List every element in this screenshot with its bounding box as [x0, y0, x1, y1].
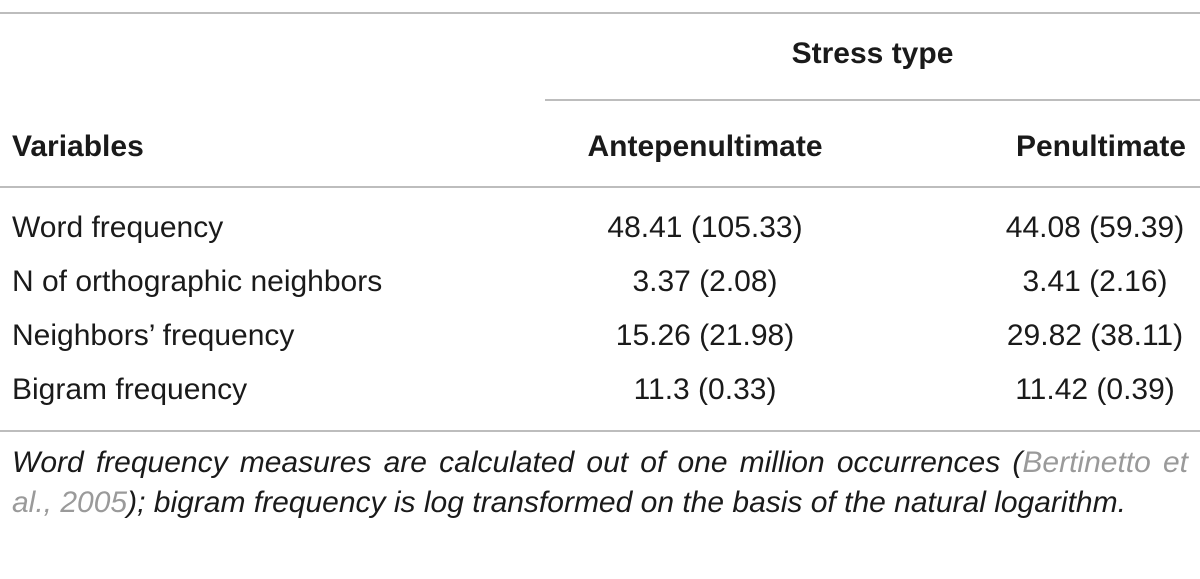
footnote-text-before: Word frequency measures are calculated o… — [12, 446, 1023, 479]
row-penultimate-value: 11.42 (0.39) — [1015, 373, 1175, 406]
group-header-rule — [545, 99, 1200, 101]
row-antepenultimate-value: 15.26 (21.98) — [615, 319, 795, 352]
footnote-text-after: ); bigram frequency is log transformed o… — [127, 486, 1126, 519]
row-penultimate-value: 29.82 (38.11) — [1006, 319, 1184, 352]
column-header-penultimate: Penultimate — [1015, 130, 1186, 163]
column-header-antepenultimate: Antepenultimate — [587, 130, 823, 163]
table-row: N of orthographic neighbors 3.37 (2.08) … — [0, 264, 1200, 318]
row-variable: N of orthographic neighbors — [12, 265, 383, 298]
footnote-citation-link[interactable]: Bertinetto et al., 2005 — [12, 446, 1188, 519]
row-variable: Word frequency — [12, 211, 224, 244]
row-antepenultimate-value: 11.3 (0.33) — [633, 373, 777, 406]
table-footnote: Word frequency measures are calculated o… — [12, 443, 1188, 523]
column-header-variables: Variables — [12, 130, 144, 163]
table-row: Word frequency 48.41 (105.33) 44.08 (59.… — [0, 210, 1200, 264]
row-antepenultimate-value: 48.41 (105.33) — [607, 211, 803, 244]
row-variable: Neighbors’ frequency — [12, 319, 295, 352]
top-rule — [0, 12, 1200, 14]
header-rule — [0, 186, 1200, 188]
table-row: Neighbors’ frequency 15.26 (21.98) 29.82… — [0, 318, 1200, 372]
row-variable: Bigram frequency — [12, 373, 248, 406]
stress-type-group-header: Stress type — [791, 37, 954, 70]
row-penultimate-value: 3.41 (2.16) — [1022, 265, 1168, 298]
table-row: Bigram frequency 11.3 (0.33) 11.42 (0.39… — [0, 372, 1200, 426]
row-penultimate-value: 44.08 (59.39) — [1005, 211, 1185, 244]
bottom-rule — [0, 430, 1200, 432]
row-antepenultimate-value: 3.37 (2.08) — [632, 265, 778, 298]
